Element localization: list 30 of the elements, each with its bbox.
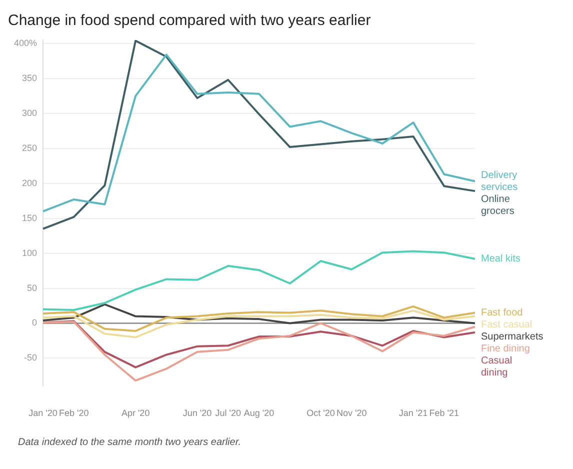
series-label: Supermarkets [481, 332, 544, 343]
y-tick-label: 100 [22, 248, 38, 258]
y-tick-label: -50 [24, 352, 38, 363]
series-label: Delivery services [481, 170, 518, 194]
x-tick-label: Jun '20 [182, 408, 212, 418]
x-tick-label: Jul '20 [215, 408, 242, 418]
series-label: Fast food [481, 308, 523, 319]
y-tick-label: 350 [22, 72, 38, 83]
x-tick-label: Feb '20 [59, 408, 89, 418]
x-tick-label: Feb '21 [429, 408, 460, 418]
y-tick-label: 200 [22, 178, 38, 188]
series-label: Fast casual [481, 320, 532, 331]
x-tick-label: Nov '20 [336, 408, 367, 418]
y-tick-label: 150 [22, 212, 38, 223]
chart-title: Change in food spend compared with two years earlier [8, 12, 371, 30]
y-tick-label: 250 [22, 142, 38, 153]
series-label: Online grocers [481, 194, 514, 218]
x-tick-label: Apr '20 [121, 408, 150, 418]
x-tick-label: Jan '21 [398, 408, 428, 418]
y-tick-label: 50 [27, 282, 38, 293]
text: Casual dining [481, 356, 512, 379]
x-tick-label: Oct '20 [306, 408, 335, 418]
x-tick-label: Aug '20 [244, 408, 274, 418]
x-tick-label: Jan '20 [28, 408, 58, 418]
series-label: Meal kits [481, 254, 520, 265]
y-tick-label: 0 [32, 318, 38, 328]
y-tick-label: 300 [22, 108, 38, 118]
y-tick-label: 400% [14, 38, 38, 48]
series-label: Fine dining [481, 344, 530, 355]
text: Data indexed to the same month two years earlier. [18, 437, 242, 448]
